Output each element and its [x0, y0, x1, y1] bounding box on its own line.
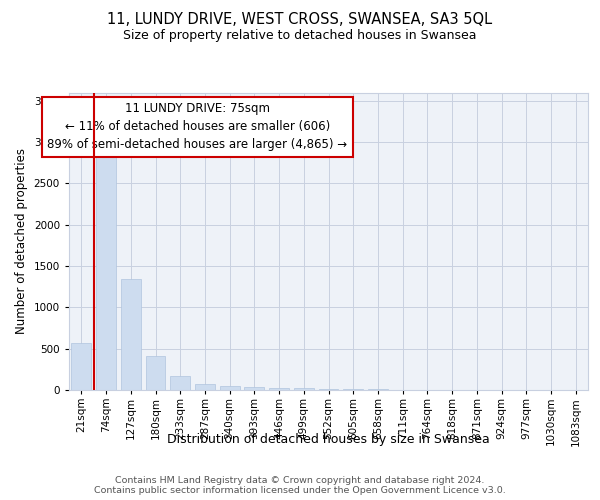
Text: Contains HM Land Registry data © Crown copyright and database right 2024.
Contai: Contains HM Land Registry data © Crown c… — [94, 476, 506, 495]
Bar — [319, 389, 338, 390]
Text: 11 LUNDY DRIVE: 75sqm
← 11% of detached houses are smaller (606)
89% of semi-det: 11 LUNDY DRIVE: 75sqm ← 11% of detached … — [47, 102, 347, 152]
Bar — [294, 388, 314, 390]
Bar — [96, 148, 116, 390]
Bar — [71, 343, 91, 390]
Bar — [195, 384, 215, 390]
Bar — [269, 388, 289, 390]
Bar — [343, 389, 363, 390]
Text: Distribution of detached houses by size in Swansea: Distribution of detached houses by size … — [167, 432, 490, 446]
Bar — [244, 386, 264, 390]
Text: Size of property relative to detached houses in Swansea: Size of property relative to detached ho… — [123, 29, 477, 42]
Bar — [170, 376, 190, 390]
Bar — [121, 280, 140, 390]
Bar — [146, 356, 166, 390]
Bar — [220, 386, 239, 390]
Y-axis label: Number of detached properties: Number of detached properties — [15, 148, 28, 334]
Text: 11, LUNDY DRIVE, WEST CROSS, SWANSEA, SA3 5QL: 11, LUNDY DRIVE, WEST CROSS, SWANSEA, SA… — [107, 12, 493, 28]
